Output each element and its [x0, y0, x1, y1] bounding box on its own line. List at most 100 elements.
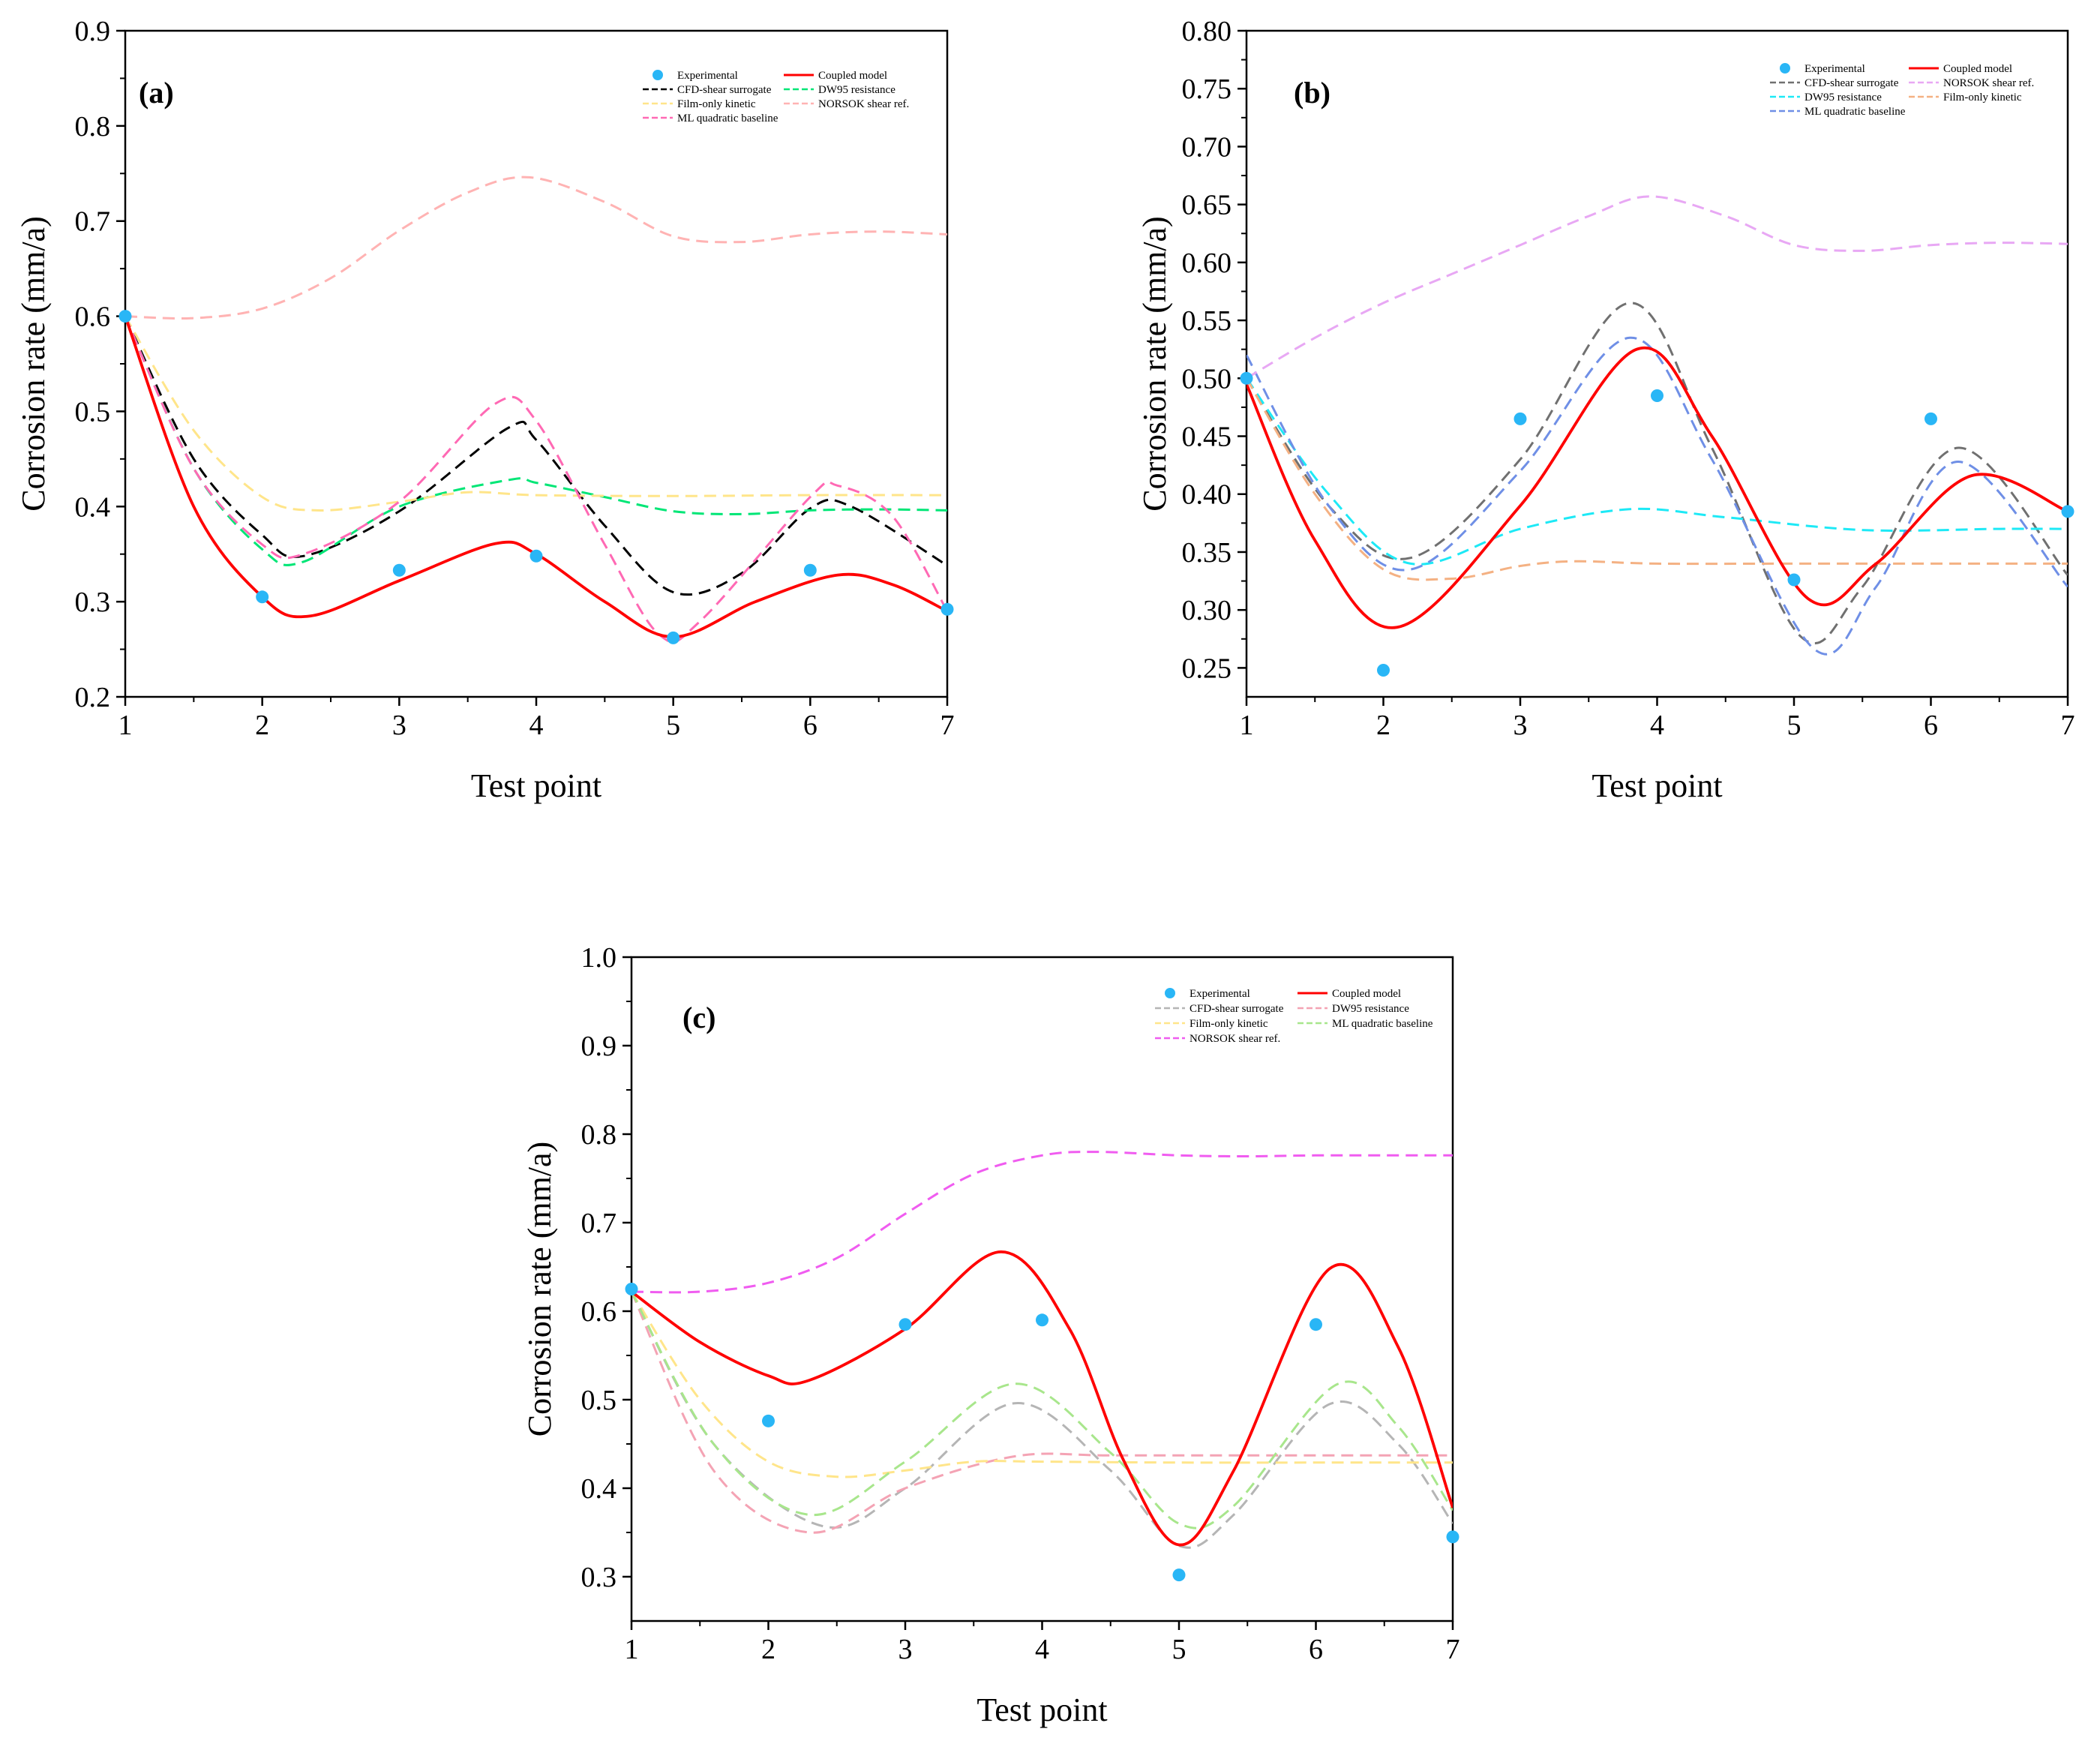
series-line-film-only-kinetic — [1246, 377, 2068, 581]
y-tick-label: 0.35 — [1182, 537, 1232, 569]
y-tick-label: 0.6 — [75, 302, 111, 333]
legend-item: Coupled model — [784, 70, 887, 82]
legend-item: NORSOK shear ref. — [784, 98, 909, 110]
y-tick-label: 0.9 — [75, 16, 111, 47]
y-tick-label: 0.4 — [75, 491, 111, 523]
legend-label: Film-only kinetic — [677, 98, 756, 110]
y-tick-label: 0.30 — [1182, 595, 1232, 626]
y-tick-label: 0.65 — [1182, 190, 1232, 221]
x-tick-label: 5 — [1172, 1634, 1186, 1665]
legend-label: Experimental — [1804, 63, 1865, 75]
legend-item: Experimental — [652, 70, 738, 82]
series-line-coupled-model — [632, 1250, 1453, 1547]
y-tick-label: 0.8 — [581, 1119, 617, 1151]
y-axis-title: Corrosion rate (mm/a) — [15, 216, 52, 511]
series-line-coupled-model — [1246, 346, 2068, 629]
legend-item: DW95 resistance — [784, 84, 896, 96]
legend-item: Experimental — [1780, 63, 1865, 75]
y-tick-label: 0.8 — [75, 111, 111, 143]
y-tick-label: 0.5 — [75, 396, 111, 428]
series-line-ml-quadratic-baseline — [632, 1291, 1453, 1529]
legend-label: NORSOK shear ref. — [1943, 77, 2034, 89]
chart-panel-a: 0.2 0.3 0.4 0.5 0.6 0.7 0.8 0.9 1 2 3 4 5 6 7 Test poin… — [15, 16, 955, 804]
legend-item: Film-only kinetic — [1155, 1018, 1268, 1030]
experimental-point — [667, 631, 680, 644]
legend-label: Experimental — [1190, 988, 1250, 1000]
legend-label: ML quadratic baseline — [677, 113, 778, 125]
legend-item: CFD-shear surrogate — [1155, 1003, 1284, 1015]
series-line-norsok-shear-ref — [1246, 195, 2068, 380]
x-tick-label: 2 — [761, 1634, 776, 1665]
legend-label: DW95 resistance — [1332, 1003, 1409, 1015]
x-axis-title: Test point — [471, 767, 602, 804]
y-axis-title: Corrosion rate (mm/a) — [1136, 216, 1173, 511]
y-tick-label: 0.80 — [1182, 16, 1232, 47]
legend-label: Coupled model — [1943, 63, 2012, 75]
y-tick-label: 0.2 — [75, 682, 111, 713]
series-line-dw95-resistance — [632, 1291, 1453, 1534]
y-tick-label: 0.4 — [581, 1473, 617, 1505]
legend-label: CFD-shear surrogate — [1804, 77, 1899, 89]
x-tick-label: 4 — [530, 710, 544, 741]
legend-item: ML quadratic baseline — [1298, 1018, 1433, 1030]
experimental-point — [392, 563, 406, 577]
legend-item: ML quadratic baseline — [1770, 106, 1906, 118]
x-tick-label: 6 — [1924, 710, 1938, 741]
experimental-point — [256, 590, 269, 604]
x-tick-label: 5 — [1787, 710, 1802, 741]
legend-label: NORSOK shear ref. — [1190, 1033, 1280, 1045]
series-line-film-only-kinetic — [632, 1291, 1453, 1478]
series-line-dw95-resistance — [1246, 377, 2068, 566]
y-tick-label: 0.3 — [581, 1562, 617, 1593]
x-tick-label: 6 — [803, 710, 818, 741]
x-tick-label: 1 — [118, 710, 133, 741]
y-tick-label: 0.70 — [1182, 131, 1232, 163]
x-tick-label: 3 — [1514, 710, 1528, 741]
experimental-point — [1240, 371, 1253, 385]
legend-item: ML quadratic baseline — [643, 113, 778, 125]
legend-item: CFD-shear surrogate — [1770, 77, 1899, 89]
series-group — [1246, 195, 2068, 656]
x-tick-label: 3 — [898, 1634, 913, 1665]
series-line-ml-quadratic-baseline — [1246, 336, 2068, 656]
series-line-cfd-shear-surrogate — [125, 315, 947, 596]
y-tick-label: 0.40 — [1182, 479, 1232, 511]
experimental-point — [1787, 573, 1801, 587]
legend-item: DW95 resistance — [1770, 92, 1882, 104]
experimental-point — [1514, 412, 1527, 425]
y-axis-title: Corrosion rate (mm/a) — [521, 1142, 558, 1436]
y-tick-label: 0.50 — [1182, 363, 1232, 395]
legend-item: Coupled model — [1298, 988, 1401, 1000]
x-tick-label: 6 — [1309, 1634, 1323, 1665]
y-tick-label: 0.7 — [581, 1208, 617, 1239]
panel-label: (b) — [1294, 76, 1330, 110]
series-line-film-only-kinetic — [125, 315, 947, 512]
x-tick-label: 3 — [392, 710, 406, 741]
x-tick-label: 7 — [2061, 710, 2075, 741]
experimental-point — [940, 602, 954, 616]
legend-item: Experimental — [1165, 988, 1250, 1000]
y-tick-label: 0.3 — [75, 587, 111, 618]
experimental-point — [1651, 389, 1664, 402]
panel-label: (c) — [682, 1001, 716, 1034]
y-tick-label: 0.45 — [1182, 422, 1232, 453]
plot-frame — [630, 956, 1454, 1622]
experimental-point — [1172, 1568, 1186, 1582]
series-line-coupled-model — [125, 315, 947, 639]
legend-label: Experimental — [677, 70, 738, 82]
x-tick-label: 1 — [1240, 710, 1254, 741]
series-group — [125, 176, 947, 644]
experimental-point — [803, 563, 817, 577]
x-axis-title: Test point — [1592, 767, 1722, 804]
y-tick-label: 0.25 — [1182, 653, 1232, 684]
y-tick-label: 0.7 — [75, 206, 111, 238]
legend-label: NORSOK shear ref. — [818, 98, 909, 110]
series-line-dw95-resistance — [125, 315, 947, 566]
legend-label: Coupled model — [1332, 988, 1401, 1000]
legend-item: DW95 resistance — [1298, 1003, 1409, 1015]
plot-frame — [124, 29, 949, 698]
x-tick-label: 4 — [1035, 1634, 1049, 1665]
legend-item: NORSOK shear ref. — [1155, 1033, 1280, 1045]
legend-label: Film-only kinetic — [1943, 92, 2022, 104]
series-line-norsok-shear-ref — [125, 176, 947, 320]
